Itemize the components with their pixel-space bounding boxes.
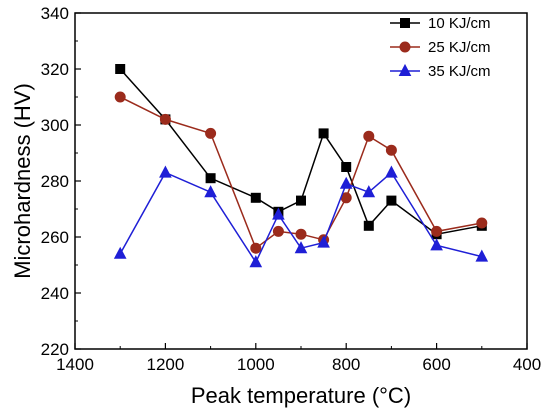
data-point	[204, 185, 217, 198]
data-point	[339, 176, 353, 189]
data-point	[113, 246, 127, 259]
data-point	[272, 225, 284, 237]
legend-entry: 10 KJ/cm	[390, 15, 491, 32]
data-point	[272, 207, 285, 220]
data-point	[159, 113, 171, 125]
data-point	[115, 64, 126, 74]
data-point	[385, 165, 398, 178]
legend-entry: 35 KJ/cm	[390, 63, 491, 80]
data-point	[317, 235, 330, 248]
y-tick-label: 260	[41, 228, 69, 247]
x-tick-label: 800	[332, 355, 360, 374]
y-tick-label: 240	[41, 284, 69, 303]
x-tick-label: 1400	[56, 355, 94, 374]
data-point	[294, 241, 308, 254]
data-point	[431, 225, 443, 237]
series-line	[119, 96, 482, 250]
data-point	[250, 192, 261, 203]
data-point	[476, 217, 488, 229]
series-25-kj-cm	[114, 91, 488, 254]
data-point	[386, 195, 397, 206]
ticks-layer: 1400 1200 1000 800 600 400 220 240 260 280 300 320 3…	[41, 4, 542, 374]
legend-label: 35 KJ/cm	[428, 63, 491, 80]
y-tick-label: 300	[41, 116, 69, 135]
data-point	[475, 249, 489, 262]
legend-marker	[398, 63, 412, 76]
legend-marker	[399, 41, 411, 53]
y-tick-label: 340	[41, 4, 69, 23]
data-point	[430, 238, 443, 251]
data-point	[250, 242, 262, 254]
y-tick-label: 220	[41, 340, 69, 359]
legend: 10 KJ/cm 25 KJ/cm 35 KJ/cm	[390, 15, 491, 80]
data-point	[114, 91, 126, 103]
series-line	[119, 68, 482, 235]
series-35-kj-cm	[113, 165, 489, 268]
y-axis-title: Microhardness (HV)	[10, 83, 35, 279]
series-layer	[113, 64, 489, 268]
data-point	[363, 220, 374, 231]
data-point	[362, 185, 376, 198]
data-point	[385, 144, 397, 156]
x-tick-label: 1200	[146, 355, 184, 374]
legend-label: 25 KJ/cm	[428, 39, 491, 56]
x-tick-label: 400	[513, 355, 541, 374]
data-point	[318, 128, 329, 139]
y-tick-label: 280	[41, 172, 69, 191]
legend-label: 10 KJ/cm	[428, 15, 491, 32]
legend-entry: 25 KJ/cm	[390, 39, 491, 56]
data-point	[205, 127, 217, 139]
data-point	[159, 165, 172, 178]
series-line	[119, 171, 482, 264]
series-10-kj-cm	[115, 64, 487, 240]
x-tick-label: 600	[422, 355, 450, 374]
y-tick-label: 320	[41, 60, 69, 79]
x-tick-label: 1000	[237, 355, 275, 374]
data-point	[249, 255, 263, 268]
legend-marker	[400, 18, 410, 28]
data-point	[295, 228, 307, 240]
data-point	[296, 195, 306, 206]
data-point	[205, 173, 216, 184]
data-point	[341, 162, 352, 172]
x-axis-title: Peak temperature (°C)	[191, 383, 411, 408]
data-point	[363, 130, 375, 142]
